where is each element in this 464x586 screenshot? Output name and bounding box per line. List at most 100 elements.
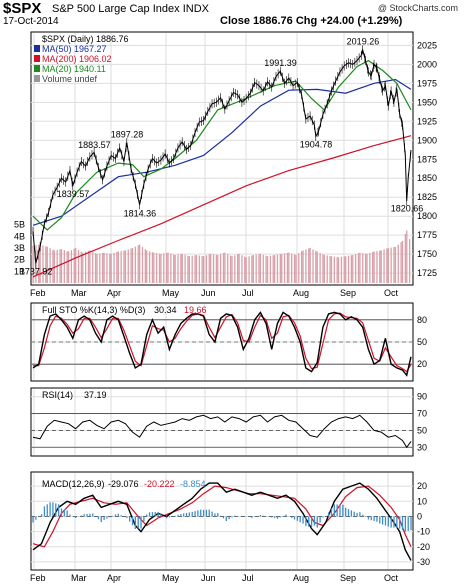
- volume-bar: [237, 254, 239, 283]
- volume-bar: [217, 255, 219, 283]
- macd-histogram-bar: [92, 513, 94, 517]
- y-tick-label: 1725: [417, 268, 437, 278]
- y-tick-label: -30: [417, 557, 430, 567]
- macd-histogram-bar: [157, 511, 159, 517]
- macd-histogram-bar: [134, 516, 137, 529]
- volume-bar: [337, 257, 340, 283]
- macd-histogram-bar: [66, 510, 68, 517]
- macd-histogram-bar: [381, 516, 384, 525]
- macd-histogram-bar: [120, 515, 122, 517]
- volume-bar: [308, 248, 310, 283]
- macd-histogram-bar: [254, 516, 256, 517]
- volume-bar: [187, 255, 189, 283]
- volume-bar: [77, 249, 80, 283]
- macd-histogram-bar: [32, 516, 34, 523]
- volume-bar: [359, 252, 361, 283]
- price-annotation: 1883.57: [78, 140, 111, 150]
- macd-histogram-bar: [387, 516, 389, 527]
- macd-histogram-bar: [399, 516, 401, 529]
- x-tick-label-bottom: Mar: [71, 573, 87, 583]
- index-name: S&P 500 Large Cap Index INDX: [52, 3, 209, 15]
- volume-bar: [244, 256, 246, 283]
- volume-bar: [298, 253, 300, 283]
- macd-histogram-bar: [342, 504, 344, 517]
- macd-histogram-bar: [327, 512, 330, 517]
- price-annotation: 1814.36: [124, 208, 157, 218]
- volume-bar: [117, 251, 119, 283]
- macd-histogram-bar: [103, 516, 105, 520]
- volume-bar: [343, 256, 345, 283]
- macd-histogram-bar: [55, 503, 57, 517]
- volume-bar: [266, 256, 269, 283]
- macd-histogram-bar: [404, 516, 407, 532]
- y-tick-label: 80: [417, 315, 427, 325]
- volume-bar: [366, 253, 368, 283]
- macd-histogram-bar: [117, 513, 119, 517]
- macd-signal-line: [32, 485, 412, 548]
- macd-histogram-bar: [291, 516, 293, 518]
- volume-bar: [87, 250, 90, 283]
- volume-bar: [302, 250, 304, 283]
- macd-histogram-bar: [228, 516, 230, 520]
- macd-histogram-bar: [251, 516, 253, 518]
- macd-histogram-bar: [401, 516, 404, 531]
- y-tick-label: 50: [417, 425, 427, 435]
- volume-bar: [208, 254, 210, 283]
- macd-histogram-bar: [165, 516, 168, 519]
- volume-bar: [66, 251, 68, 283]
- y-tick-label: 1900: [417, 135, 437, 145]
- volume-bar: [39, 244, 41, 283]
- macd-histogram-bar: [376, 516, 378, 522]
- x-tick-label-top: Jul: [242, 288, 254, 298]
- volume-bar: [165, 252, 168, 283]
- volume-bar: [336, 257, 338, 283]
- volume-bar: [42, 245, 44, 283]
- price-annotation: 1737.92: [20, 266, 53, 276]
- volume-bar: [322, 254, 324, 283]
- macd-histogram-bar: [293, 516, 296, 520]
- legend-volume-swatch: [34, 75, 40, 82]
- volume-bar: [103, 252, 105, 283]
- volume-bar: [272, 255, 274, 283]
- legend-ma50: MA(50) 1967.27: [42, 44, 107, 54]
- volume-tick-label: 3B: [14, 243, 25, 253]
- macd-histogram-bar: [49, 502, 51, 517]
- close-label: Close: [220, 15, 250, 27]
- x-tick-label-bottom: Aug: [293, 573, 309, 583]
- y-tick-label: 2000: [417, 59, 437, 69]
- macd-histogram-bar: [379, 516, 381, 524]
- volume-bar: [148, 251, 151, 283]
- volume-bar: [222, 253, 225, 283]
- macd-histogram-bar: [160, 514, 162, 517]
- macd-histogram-bar: [185, 512, 188, 517]
- macd-histogram-bar: [43, 506, 46, 517]
- volume-bar: [300, 251, 303, 283]
- macd-histogram-bar: [180, 513, 182, 517]
- volume-bar: [82, 252, 84, 283]
- macd-histogram-bar: [364, 516, 367, 518]
- rsi-legend: RSI(14) 37.19: [42, 390, 107, 400]
- price-annotation: 2019.26: [347, 37, 380, 47]
- volume-bar: [173, 254, 175, 283]
- macd-histogram-bar: [367, 516, 370, 520]
- volume-bar: [406, 230, 408, 283]
- macd-histogram-bar: [237, 515, 239, 517]
- volume-bar: [146, 250, 148, 283]
- macd-histogram-bar: [202, 509, 205, 517]
- volume-bar: [362, 253, 364, 283]
- volume-bar: [258, 254, 260, 283]
- volume-bar: [401, 241, 404, 283]
- macd-histogram-bar: [305, 516, 307, 527]
- price-annotation: 1904.78: [300, 140, 333, 150]
- x-tick-label-top: Feb: [30, 288, 46, 298]
- volume-bar: [390, 247, 392, 283]
- volume-bar: [224, 252, 226, 283]
- price-legend: $SPX (Daily) 1886.76 MA(50) 1967.27 MA(2…: [34, 34, 129, 84]
- x-tick-label-top: Oct: [384, 288, 399, 298]
- volume-bar: [330, 256, 333, 283]
- ma50-line: [32, 78, 412, 226]
- macd-histogram-bar: [100, 516, 102, 523]
- volume-bar: [124, 250, 127, 283]
- stockcharts-credit[interactable]: @ StockCharts.com: [377, 3, 458, 13]
- volume-bar: [312, 249, 314, 283]
